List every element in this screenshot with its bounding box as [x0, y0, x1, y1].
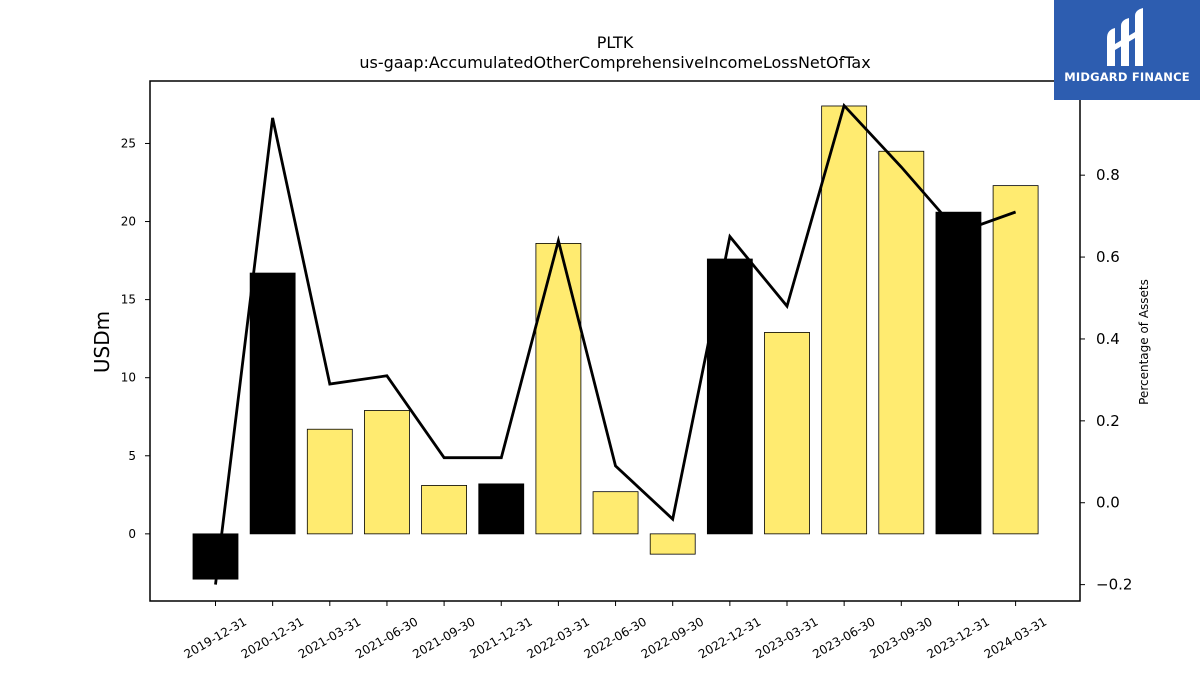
y2-axis-label: Percentage of Assets — [1137, 279, 1151, 405]
x-axis: 2019-12-312020-12-312021-03-312021-06-30… — [182, 601, 1049, 661]
y2-tick-label: −0.2 — [1096, 576, 1132, 594]
logo-text: MIDGARD FINANCE — [1064, 70, 1190, 84]
y-tick-label: 0 — [128, 527, 136, 541]
x-tick-label: 2022-12-31 — [696, 614, 763, 661]
bar-2021-03-31 — [306, 428, 353, 535]
x-tick-label: 2023-12-31 — [924, 614, 991, 661]
y2-tick-label: 0.0 — [1096, 494, 1120, 512]
x-tick-label: 2021-12-31 — [467, 614, 534, 661]
bar-2022-09-30 — [649, 533, 696, 555]
x-tick-label: 2020-12-31 — [239, 614, 306, 661]
bar-2022-06-30 — [592, 491, 639, 535]
y-tick-label: 15 — [121, 293, 136, 307]
bar-2022-12-31 — [706, 258, 753, 535]
y-tick-label: 20 — [121, 215, 136, 229]
bar-2023-12-31 — [935, 211, 982, 535]
x-tick-label: 2023-09-30 — [867, 614, 934, 661]
x-tick-label: 2021-06-30 — [353, 614, 420, 661]
chart-title: PLTK — [597, 33, 634, 52]
x-tick-label: 2023-06-30 — [810, 614, 877, 661]
bar-2023-06-30 — [821, 105, 868, 535]
bar-2023-09-30 — [878, 150, 925, 535]
y-axis-label: USDm — [90, 311, 114, 373]
bar-2024-03-31 — [992, 185, 1039, 535]
plot-frame — [149, 80, 1081, 602]
y2-tick-label: 0.8 — [1096, 166, 1120, 184]
logo-mark-icon — [1107, 8, 1143, 66]
bar-2021-12-31 — [478, 483, 525, 535]
y2-tick-label: 0.6 — [1096, 248, 1120, 266]
bar-2021-09-30 — [421, 485, 468, 535]
y-axis: 0 5 10 15 20 25 — [121, 136, 150, 541]
bar-2020-12-31 — [249, 272, 296, 535]
x-tick-label: 2022-06-30 — [582, 614, 649, 661]
x-tick-label: 2019-12-31 — [182, 614, 249, 661]
y2-tick-label: 0.2 — [1096, 412, 1120, 430]
y-tick-label: 10 — [121, 371, 136, 385]
y-tick-label: 25 — [121, 136, 136, 150]
y2-axis: −0.2 0.0 0.2 0.4 0.6 0.8 — [1080, 166, 1132, 594]
x-tick-label: 2022-03-31 — [524, 614, 591, 661]
chart-subtitle: us-gaap:AccumulatedOtherComprehensiveInc… — [359, 53, 870, 72]
logo: MIDGARD FINANCE — [1054, 0, 1200, 100]
line-series — [214, 102, 1017, 585]
x-tick-label: 2023-03-31 — [753, 614, 820, 661]
bar-2019-12-31 — [192, 533, 239, 580]
line-path — [214, 102, 1017, 585]
bar-2022-03-31 — [535, 243, 582, 535]
y-tick-label: 5 — [128, 449, 136, 463]
x-tick-label: 2022-09-30 — [639, 614, 706, 661]
x-tick-label: 2024-03-31 — [982, 614, 1049, 661]
x-tick-label: 2021-09-30 — [410, 614, 477, 661]
bar-2021-06-30 — [364, 410, 410, 535]
bar-2023-03-31 — [764, 332, 810, 535]
x-tick-label: 2021-03-31 — [296, 614, 363, 661]
y2-tick-label: 0.4 — [1096, 330, 1120, 348]
